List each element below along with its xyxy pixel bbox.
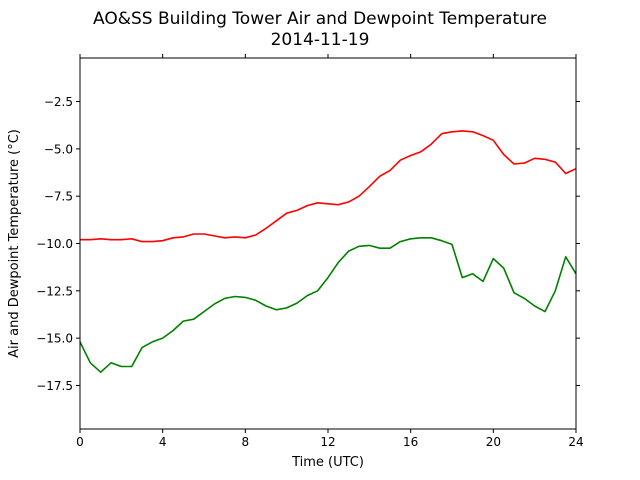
y-axis-label: Air and Dewpoint Temperature (°C): [7, 129, 22, 358]
chart-title: AO&SS Building Tower Air and Dewpoint Te…: [93, 9, 547, 29]
y-tick-label: −12.5: [36, 284, 73, 298]
y-tick-label: −7.5: [44, 190, 73, 204]
y-tick-label: −17.5: [36, 379, 73, 393]
x-ticks: 0 4 8 12 16 20 24: [76, 54, 584, 449]
x-tick-label: 12: [320, 435, 335, 449]
x-tick-label: 20: [486, 435, 501, 449]
plot-frame: [79, 57, 577, 430]
y-tick-label: −10.0: [36, 237, 73, 251]
series-line-2: [79, 237, 577, 374]
series-layer: [79, 130, 577, 374]
y-tick-label: −2.5: [44, 95, 73, 109]
chart-subtitle: 2014-11-19: [271, 30, 370, 50]
series-line-1: [80, 130, 577, 243]
y-tick-label: −15.0: [36, 332, 73, 346]
x-tick-label: 0: [76, 435, 84, 449]
x-tick-label: 4: [159, 435, 167, 449]
y-ticks: −17.5 −15.0 −12.5 −10.0 −7.5 −5.0 −2.5: [36, 95, 580, 393]
y-tick-label: −5.0: [44, 142, 73, 156]
x-tick-label: 8: [242, 435, 250, 449]
x-tick-label: 24: [568, 435, 583, 449]
x-tick-label: 16: [403, 435, 418, 449]
x-axis-label: Time (UTC): [291, 455, 364, 470]
